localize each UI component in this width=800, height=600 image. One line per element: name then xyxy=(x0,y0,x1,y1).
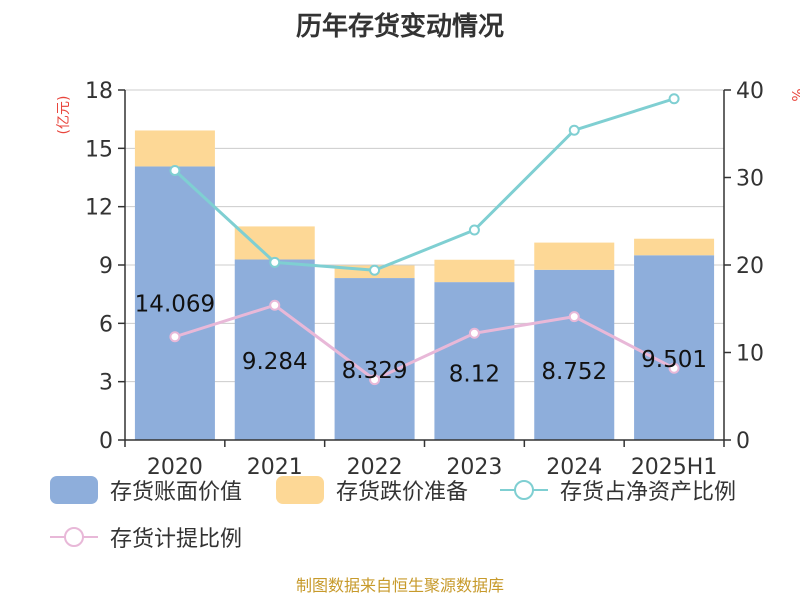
legend-label: 存货跌价准备 xyxy=(336,480,469,505)
point-provision-ratio xyxy=(468,327,480,339)
left-tick-label: 6 xyxy=(99,312,113,337)
line-provision-ratio xyxy=(174,303,675,382)
right-tick-label: 0 xyxy=(736,429,750,454)
left-tick-label: 12 xyxy=(85,196,113,221)
left-tick-label: 15 xyxy=(85,137,113,162)
left-tick-label: 0 xyxy=(99,429,113,454)
legend-item-impairment[interactable]: 存货跌价准备 xyxy=(276,474,468,506)
axes: 0 3 6 9 12 15 18 0 10 20 30 40 2020 2021 2022 2023 2024 2… xyxy=(85,79,764,480)
legend-label: 存货占净资产比例 xyxy=(560,480,737,505)
point-net-asset-ratio xyxy=(468,224,480,236)
legend-item-net-asset-ratio[interactable]: 存货占净资产比例 xyxy=(500,474,736,506)
right-axis-label: % xyxy=(788,88,800,101)
data-label: 9.501 xyxy=(641,347,707,373)
data-label: 8.752 xyxy=(541,359,607,385)
legend-label: 存货计提比例 xyxy=(110,527,243,552)
point-provision-ratio xyxy=(668,362,680,374)
x-tick-label: 2024 xyxy=(546,455,602,480)
legend-swatch xyxy=(500,476,548,504)
left-axis-label: (亿元) xyxy=(56,96,72,135)
x-tick-label: 2021 xyxy=(247,455,303,480)
left-tick-label: 9 xyxy=(99,254,113,279)
left-tick-label: 18 xyxy=(85,79,113,104)
point-net-asset-ratio xyxy=(369,264,381,276)
bar-impairment xyxy=(634,238,715,256)
line-net-asset-ratio xyxy=(173,97,675,272)
left-tick-label: 3 xyxy=(99,371,113,396)
legend-swatch xyxy=(50,476,98,504)
bar-book-value xyxy=(434,282,515,440)
right-tick-label: 20 xyxy=(736,254,764,279)
line-series xyxy=(169,93,680,386)
chart-title: 历年存货变动情况 xyxy=(295,12,504,42)
bar-impairment xyxy=(434,259,515,283)
bar-impairment xyxy=(134,130,215,167)
data-label: 8.12 xyxy=(449,361,500,387)
point-net-asset-ratio xyxy=(668,93,680,105)
bar-impairment xyxy=(234,226,315,260)
x-tick-label: 2025H1 xyxy=(631,455,718,480)
x-tick-label: 2023 xyxy=(446,455,502,480)
data-labels: 14.069 9.284 8.329 8.12 8.752 9.501 xyxy=(135,292,707,388)
bar-book-value xyxy=(534,269,615,440)
point-provision-ratio xyxy=(169,331,181,343)
legend-item-provision-ratio[interactable]: 存货计提比例 xyxy=(50,521,242,553)
legend-swatch xyxy=(50,523,98,551)
bar-book-value xyxy=(634,255,715,440)
data-source: 制图数据来自恒生聚源数据库 xyxy=(295,576,504,595)
point-provision-ratio xyxy=(269,299,281,311)
data-label: 9.284 xyxy=(242,349,308,375)
gridlines xyxy=(125,89,724,383)
legend-item-book-value[interactable]: 存货账面价值 xyxy=(50,474,242,506)
data-label: 14.069 xyxy=(135,292,215,318)
x-tick-label: 2020 xyxy=(147,455,203,480)
point-net-asset-ratio xyxy=(568,124,580,136)
point-provision-ratio xyxy=(369,374,381,386)
legend-swatch xyxy=(276,476,324,504)
point-net-asset-ratio xyxy=(169,165,181,176)
bar-series xyxy=(134,130,715,441)
right-tick-label: 40 xyxy=(736,79,764,104)
right-tick-label: 10 xyxy=(736,342,764,367)
x-tick-label: 2022 xyxy=(347,455,403,480)
bar-impairment xyxy=(534,242,615,270)
bar-book-value xyxy=(134,166,215,441)
point-provision-ratio xyxy=(568,311,580,323)
legend-label: 存货账面价值 xyxy=(110,480,243,505)
bar-book-value xyxy=(234,259,315,440)
point-net-asset-ratio xyxy=(269,256,281,268)
right-tick-label: 30 xyxy=(736,167,764,192)
data-label: 8.329 xyxy=(342,358,408,384)
